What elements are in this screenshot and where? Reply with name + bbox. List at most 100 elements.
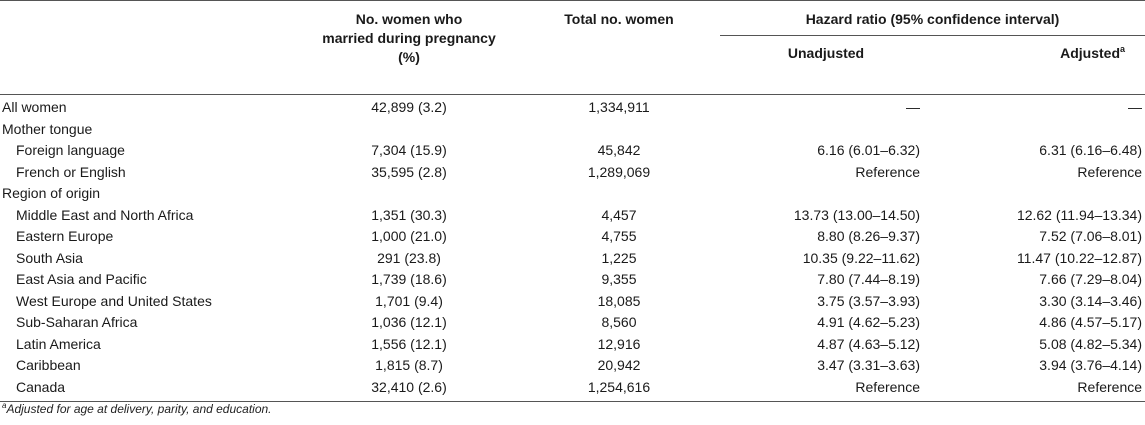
row-label: French or English: [16, 163, 126, 180]
table-footnote: aAdjusted for age at delivery, parity, a…: [2, 401, 272, 417]
cell-adjusted-hr: 11.47 (10.22–12.87): [1016, 249, 1143, 266]
row-label: Canada: [0, 376, 300, 402]
cell-total: 1,225: [601, 249, 637, 266]
cell-adjusted-hr: 3.30 (3.14–3.46): [1039, 292, 1143, 309]
row-label: South Asia: [16, 249, 83, 266]
cell-total: 45,842: [597, 142, 641, 158]
table-header: No. women who married during pregnancy (…: [0, 0, 1145, 95]
header-unadjusted: Unadjusted: [720, 35, 932, 95]
footnote-mark: a: [2, 401, 7, 410]
cell-total: 1,289,069: [587, 163, 651, 180]
cell-married: 32,410 (2.6): [300, 376, 518, 402]
cell-married: 1,351 (30.3): [371, 206, 447, 223]
cell-unadjusted-hr: 10.35 (9.22–11.62): [802, 249, 920, 266]
row-label: East Asia and Pacific: [16, 271, 147, 287]
cell-unadjusted-hr: Reference: [720, 376, 932, 402]
cell-total: 1,334,911: [588, 99, 650, 115]
cell-unadjusted-hr: 3.75 (3.57–3.93): [817, 292, 920, 309]
table-row: Latin America 1,556 (12.1) 12,916 4.87 (4.6…: [0, 334, 1145, 356]
cell-unadjusted-hr: 13.73 (13.00–14.50): [793, 206, 920, 223]
footnote-text: Adjusted for age at delivery, parity, an…: [6, 402, 272, 416]
cell-married: 1,036 (12.1): [371, 314, 447, 330]
header-adjusted-label: Adjusted: [1060, 45, 1120, 61]
cell-total: 1,254,616: [518, 376, 720, 402]
cell-adjusted-hr: 6.31 (6.16–6.48): [1039, 142, 1143, 158]
table-row: French or English 35,595 (2.8) 1,289,069 Re…: [0, 162, 1145, 184]
table-row: Region of origin: [0, 183, 1145, 205]
cell-married: 1,556 (12.1): [371, 335, 447, 352]
cell-unadjusted-hr: 4.87 (4.63–5.12): [817, 335, 920, 352]
row-label: Caribbean: [16, 357, 81, 373]
cell-adjusted-hr: 12.62 (11.94–13.34): [1016, 206, 1143, 223]
cell-total: 4,755: [601, 228, 637, 244]
cell-unadjusted-hr: 4.91 (4.62–5.23): [817, 314, 920, 330]
table-row: Foreign language 7,304 (15.9) 45,842 6.16 (…: [0, 140, 1145, 162]
row-label: West Europe and United States: [16, 292, 212, 309]
header-total: Total no. women: [518, 0, 720, 95]
cell-total: 8,560: [601, 314, 637, 330]
cell-unadjusted-hr: [720, 183, 932, 205]
cell-unadjusted-hr: 8.80 (8.26–9.37): [817, 228, 920, 244]
table-row: East Asia and Pacific 1,739 (18.6) 9,355 7.…: [0, 269, 1145, 291]
row-label: Latin America: [16, 335, 101, 352]
cell-married: 35,595 (2.8): [371, 163, 447, 180]
cell-married: 1,701 (9.4): [375, 292, 443, 309]
cell-married: [300, 183, 518, 205]
cell-married: 42,899 (3.2): [371, 99, 447, 115]
cell-adjusted-hr: 7.52 (7.06–8.01): [1039, 228, 1143, 244]
cell-total: [518, 119, 720, 141]
cell-unadjusted-hr: 7.80 (7.44–8.19): [817, 271, 920, 287]
header-adjusted: Adjusteda: [932, 35, 1145, 95]
header-adjusted-footnote-mark: a: [1120, 44, 1126, 54]
cell-married: 1,739 (18.6): [371, 271, 447, 287]
cell-adjusted-hr: —: [1128, 99, 1143, 115]
cell-unadjusted-hr: 3.47 (3.31–3.63): [817, 357, 920, 373]
table-body: All women 42,899 (3.2) 1,334,911 — — Mother t…: [0, 95, 1145, 402]
cell-unadjusted-hr: Reference: [855, 163, 920, 180]
table-row: All women 42,899 (3.2) 1,334,911 — —: [0, 95, 1145, 119]
row-label: All women: [2, 99, 67, 115]
cell-total: 4,457: [601, 206, 637, 223]
results-table: No. women who married during pregnancy (…: [0, 0, 1145, 402]
cell-total: 18,085: [597, 292, 641, 309]
header-hazard-ratio: Hazard ratio (95% confidence interval): [720, 0, 1145, 36]
cell-unadjusted-hr: 6.16 (6.01–6.32): [817, 142, 920, 158]
cell-married: 1,000 (21.0): [371, 228, 447, 244]
row-label: Eastern Europe: [16, 228, 114, 244]
cell-adjusted-hr: [932, 119, 1145, 141]
table-row: Caribbean 1,815 (8.7) 20,942 3.47 (3.31–3.6…: [0, 355, 1145, 377]
cell-total: 12,916: [597, 335, 641, 352]
table-row: Mother tongue: [0, 119, 1145, 141]
cell-unadjusted-hr: —: [906, 99, 920, 115]
cell-total: 9,355: [601, 271, 637, 287]
table-row: Sub-Saharan Africa 1,036 (12.1) 8,560 4.91 …: [0, 312, 1145, 334]
cell-married: [300, 119, 518, 141]
table-row: South Asia 291 (23.8) 1,225 10.35 (9.22–11.…: [0, 248, 1145, 270]
cell-unadjusted-hr: [720, 119, 932, 141]
cell-adjusted-hr: 4.86 (4.57–5.17): [1039, 314, 1143, 330]
cell-married: 7,304 (15.9): [371, 142, 447, 158]
cell-total: [518, 183, 720, 205]
table-row: Canada 32,410 (2.6) 1,254,616 Reference Refe…: [0, 376, 1145, 402]
row-label: Foreign language: [16, 142, 125, 158]
cell-adjusted-hr: [932, 183, 1145, 205]
header-married-line1: No. women who: [355, 11, 463, 27]
row-label: Mother tongue: [2, 120, 93, 137]
cell-adjusted-hr: 7.66 (7.29–8.04): [1039, 271, 1143, 287]
cell-adjusted-hr: Reference: [1077, 163, 1143, 180]
table-row: Middle East and North Africa 1,351 (30.3)…: [0, 205, 1145, 227]
header-married-line3: (%): [398, 49, 420, 65]
cell-total: 20,942: [597, 357, 641, 373]
cell-adjusted-hr: 3.94 (3.76–4.14): [1039, 357, 1143, 373]
cell-married: 1,815 (8.7): [375, 357, 443, 373]
cell-married: 291 (23.8): [377, 249, 441, 266]
header-blank: [0, 0, 300, 95]
table-row: Eastern Europe 1,000 (21.0) 4,755 8.80 (8.2…: [0, 226, 1145, 248]
table-row: West Europe and United States 1,701 (9.4)…: [0, 291, 1145, 313]
cell-adjusted-hr: Reference: [932, 376, 1145, 402]
row-label: Region of origin: [2, 185, 101, 201]
cell-adjusted-hr: 5.08 (4.82–5.34): [1039, 335, 1143, 352]
header-married-line2: married during pregnancy: [322, 30, 496, 46]
row-label: Sub-Saharan Africa: [16, 314, 138, 330]
